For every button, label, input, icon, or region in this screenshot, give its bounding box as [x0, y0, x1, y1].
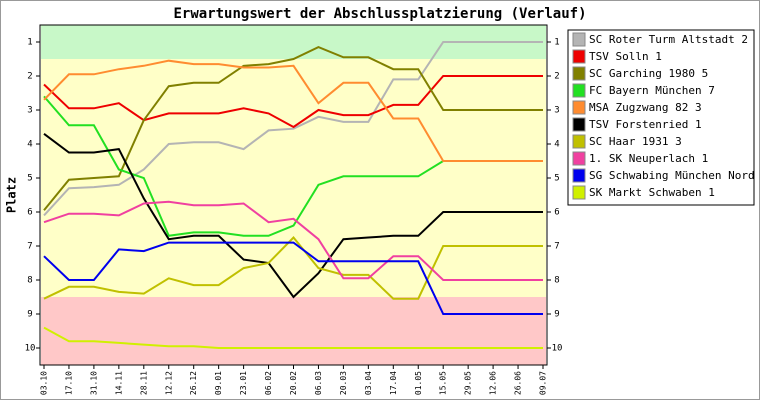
legend-swatch — [572, 151, 586, 166]
x-tick-label: 29.05 — [464, 371, 473, 395]
legend-swatch — [572, 100, 586, 115]
y-tick-label: 8 — [27, 276, 32, 286]
x-tick-label: 26.06 — [514, 371, 523, 395]
y-tick-label: 5 — [27, 174, 32, 184]
y-axis-title: Platz — [5, 177, 19, 213]
x-tick-label: 06.03 — [314, 371, 323, 395]
x-tick-label: 26.12 — [189, 371, 198, 395]
x-tick-label: 23.01 — [239, 371, 248, 395]
x-tick-label: 03.04 — [364, 371, 373, 395]
legend-swatch — [572, 185, 586, 200]
legend-label: SG Schwabing München Nord 2 — [589, 169, 760, 182]
x-tick-label: 12.06 — [489, 371, 498, 395]
x-tick-label: 06.02 — [264, 371, 273, 395]
series-line — [43, 236, 543, 300]
series-line — [43, 326, 543, 349]
legend-label: SC Haar 1931 3 — [589, 135, 682, 148]
x-tick-label: 09.07 — [539, 371, 548, 395]
y-tick-label: 6 — [27, 208, 32, 218]
y-tick-label: 2 — [27, 72, 32, 82]
legend-label: TSV Solln 1 — [589, 50, 662, 63]
y-tick-label: 9 — [27, 310, 32, 320]
x-tick-label: 01.05 — [414, 371, 423, 395]
legend-swatch — [572, 83, 586, 98]
y-tick-label-right: 3 — [554, 106, 559, 116]
lines — [43, 41, 543, 349]
x-tick-label: 09.01 — [214, 371, 223, 395]
y-tick-label-right: 10 — [552, 344, 563, 354]
x-tick-label: 31.10 — [89, 371, 98, 395]
legend-label: SC Garching 1980 5 — [589, 67, 708, 80]
y-tick-label: 10 — [25, 344, 36, 354]
y-tick-label-right: 4 — [554, 140, 559, 150]
y-tick-label-right: 2 — [554, 72, 559, 82]
legend-label: MSA Zugzwang 82 3 — [589, 101, 702, 114]
y-tick-label-right: 8 — [554, 276, 559, 286]
legend-swatch — [572, 49, 586, 64]
y-tick-label-right: 6 — [554, 208, 559, 218]
x-tick-label: 17.10 — [64, 371, 73, 395]
legend-swatch — [572, 117, 586, 132]
y-tick-label: 4 — [27, 140, 32, 150]
x-tick-label: 15.05 — [439, 371, 448, 395]
series-line — [43, 241, 543, 315]
legend-swatch — [572, 66, 586, 81]
legend-swatch — [572, 134, 586, 149]
x-tick-label: 03.10 — [40, 371, 49, 395]
axes: 1 1 2 2 3 3 4 4 5 5 6 6 7 7 8 8 9 9 10 10 03.10 17.10 31.10 14.… — [25, 38, 563, 396]
band — [41, 59, 546, 297]
series-line — [43, 59, 543, 162]
y-tick-label-right: 7 — [554, 242, 559, 252]
y-tick-label: 7 — [27, 242, 32, 252]
legend-entries: SC Roter Turm Altstadt 2 TSV Solln 1 SC Ga… — [572, 32, 760, 200]
series-line — [43, 132, 543, 299]
x-tick-label: 28.11 — [139, 371, 148, 395]
x-tick-label: 14.11 — [114, 371, 123, 395]
y-tick-label-right: 1 — [554, 38, 559, 48]
legend-label: SK Markt Schwaben 1 — [589, 186, 715, 199]
y-tick-label-right: 9 — [554, 310, 559, 320]
x-tick-label: 17.04 — [389, 371, 398, 395]
y-tick-label: 3 — [27, 106, 32, 116]
legend-label: TSV Forstenried 1 — [589, 118, 702, 131]
legend-swatch — [572, 32, 586, 47]
y-tick-label: 1 — [27, 38, 32, 48]
band — [41, 297, 546, 365]
legend-label: SC Roter Turm Altstadt 2 — [589, 33, 748, 46]
y-tick-label-right: 5 — [554, 174, 559, 184]
x-tick-label: 12.12 — [164, 371, 173, 395]
series-line — [43, 200, 543, 281]
chart-title: Erwartungswert der Abschlussplatzierung … — [173, 6, 586, 22]
x-tick-label: 20.02 — [289, 371, 298, 395]
legend-label: 1. SK Neuperlach 1 — [589, 152, 708, 165]
legend-swatch — [572, 168, 586, 183]
series-line — [43, 41, 543, 217]
series-line — [43, 46, 543, 211]
legend — [567, 29, 755, 206]
series-line — [43, 75, 543, 129]
plot-frame — [39, 24, 548, 366]
bands — [41, 25, 546, 365]
legend-label: FC Bayern München 7 — [589, 84, 715, 97]
x-tick-label: 20.03 — [339, 371, 348, 395]
